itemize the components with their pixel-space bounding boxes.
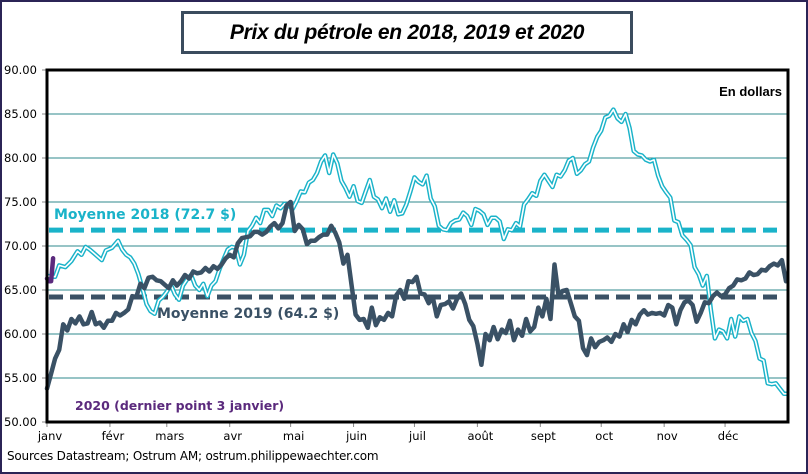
annotation-moyenne-2018: Moyenne 2018 (72.7 $) xyxy=(54,207,236,223)
y-tick-label: 70.00 xyxy=(4,239,37,253)
chart-title: Prix du pétrole en 2018, 2019 et 2020 xyxy=(229,20,585,44)
reference-lines xyxy=(49,227,784,300)
x-tick-label: avr xyxy=(223,429,242,443)
x-tick-label: mars xyxy=(155,429,184,443)
y-tick-label: 75.00 xyxy=(4,195,37,209)
unit-label: En dollars xyxy=(719,84,782,99)
x-tick-label: janv xyxy=(37,429,63,443)
x-tick-label: déc xyxy=(718,429,739,443)
x-tick-label: nov xyxy=(657,429,678,443)
source-note: Sources Datastream; Ostrum AM; ostrum.ph… xyxy=(7,449,379,463)
x-axis: janv févr mars avr mai juin juil août sept oct nov… xyxy=(37,422,739,443)
series-lines xyxy=(44,107,789,397)
y-tick-label: 55.00 xyxy=(4,371,37,385)
y-tick-label: 80.00 xyxy=(4,151,37,165)
x-tick-label: juin xyxy=(345,429,367,443)
series-line-2018 xyxy=(46,107,788,397)
y-tick-label: 60.00 xyxy=(4,327,37,341)
y-tick-label: 90.00 xyxy=(4,63,37,77)
series-line-2018-inner xyxy=(46,108,788,395)
y-tick-label: 65.00 xyxy=(4,283,37,297)
y-axis: 50.00 55.00 60.00 65.00 70.00 75.00 80.00 85.00… xyxy=(4,63,47,429)
annotation-2020: 2020 (dernier point 3 janvier) xyxy=(75,398,284,413)
annotation-moyenne-2019: Moyenne 2019 (64.2 $) xyxy=(157,306,339,322)
x-tick-label: mai xyxy=(283,429,304,443)
y-tick-label: 50.00 xyxy=(4,415,37,429)
x-tick-label: sept xyxy=(531,429,556,443)
x-tick-label: oct xyxy=(595,429,613,443)
x-tick-label: juil xyxy=(408,429,426,443)
x-tick-label: août xyxy=(467,429,493,443)
series-line-2019 xyxy=(44,199,789,391)
plot-border xyxy=(45,68,790,424)
gridlines xyxy=(47,113,788,379)
chart-title-box: Prix du pétrole en 2018, 2019 et 2020 xyxy=(181,11,633,54)
y-tick-label: 85.00 xyxy=(4,107,37,121)
x-tick-label: févr xyxy=(102,429,125,443)
